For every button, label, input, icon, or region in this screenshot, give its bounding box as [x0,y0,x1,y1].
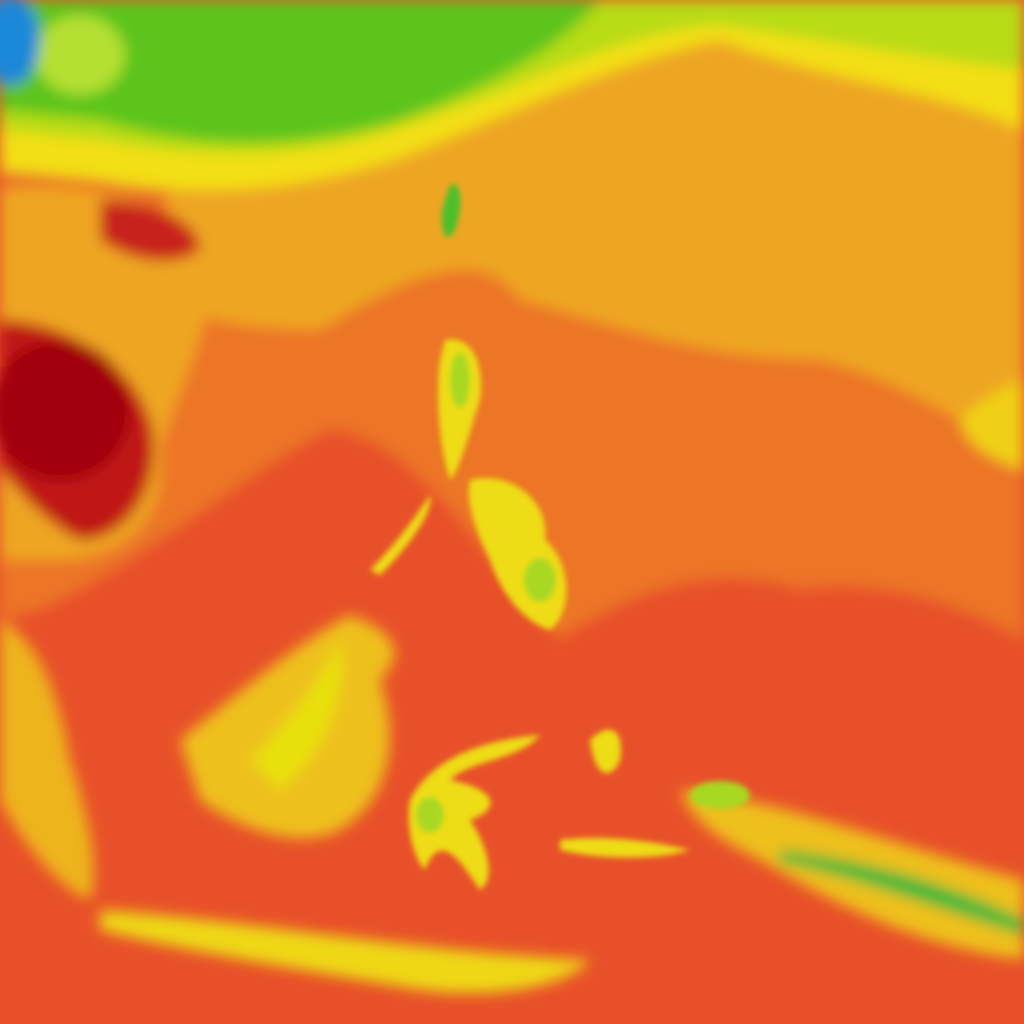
sulawesi [408,735,540,890]
taiwan [441,184,461,238]
mindanao-core [524,558,556,602]
sulawesi-core [416,797,444,833]
green-zone [0,0,600,143]
halmahera [590,729,621,774]
java [100,910,590,994]
hottest-core [0,340,130,480]
new-guinea-ridge [780,850,1024,935]
hot-patch [100,200,200,261]
temperature-field [0,0,1024,994]
sumatra [0,620,94,900]
palawan [370,495,431,575]
banda-islands [560,838,690,858]
light-green-spot [35,15,125,95]
bird-head [690,781,750,809]
east-patch [960,380,1024,470]
borneo-core [250,640,342,790]
luzon-core [450,352,470,408]
blue-corner [0,0,40,85]
islands [370,184,750,890]
luzon [438,339,481,480]
